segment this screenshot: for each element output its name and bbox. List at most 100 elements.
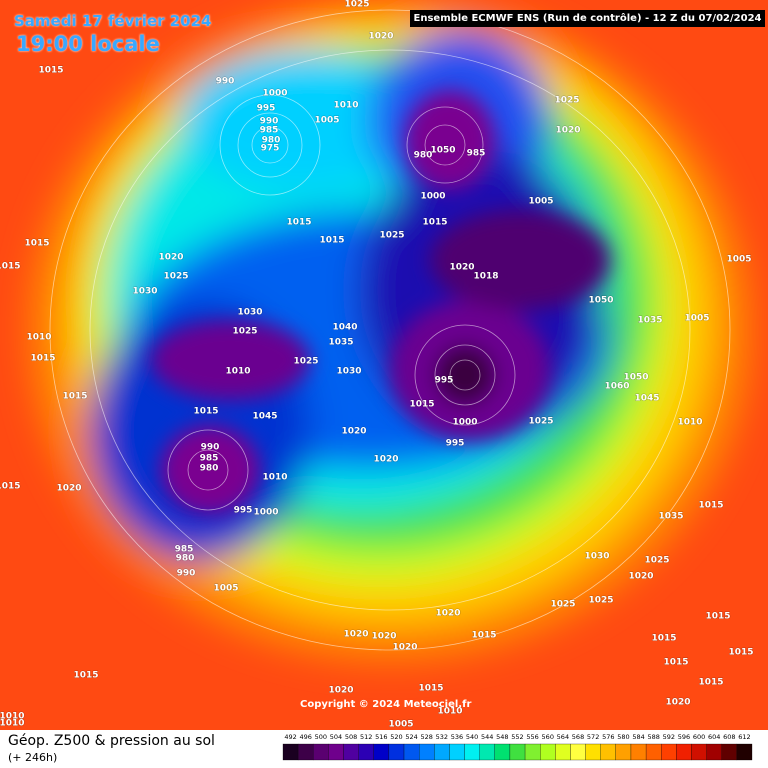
pressure-label: 1025 [293, 357, 318, 367]
low-cores [150, 90, 610, 515]
pressure-label: 1040 [332, 323, 357, 333]
pressure-label: 1015 [651, 634, 676, 644]
scale-swatch [282, 743, 299, 761]
pressure-label: 1050 [588, 296, 613, 306]
pressure-label: 1020 [343, 630, 368, 640]
scale-label: 612 [738, 733, 750, 741]
scale-swatch [691, 743, 707, 761]
run-header: Ensemble ECMWF ENS (Run de contrôle) - 1… [410, 10, 765, 27]
pressure-label: 990 [260, 117, 279, 127]
scale-swatch [388, 743, 405, 761]
pressure-label: 1020 [392, 643, 417, 653]
pressure-label: 1020 [341, 427, 366, 437]
scale-label: 576 [602, 733, 614, 741]
scale-swatch [343, 743, 359, 761]
pressure-label: 1015 [73, 671, 98, 681]
scale-swatch [434, 743, 450, 761]
scale-swatch [555, 743, 571, 761]
legend: Géop. Z500 & pression au sol (+ 246h) 49… [0, 730, 768, 768]
pressure-label: 1015 [471, 631, 496, 641]
scale-swatch [570, 743, 586, 761]
pressure-label: 1025 [550, 600, 575, 610]
scale-swatch [509, 743, 526, 761]
scale-swatch [615, 743, 632, 761]
pressure-label: 1025 [344, 0, 369, 10]
scale-label: 568 [572, 733, 584, 741]
scale-swatch [540, 743, 556, 761]
pressure-label: 1020 [449, 263, 474, 273]
scale-label: 556 [526, 733, 538, 741]
pressure-label: 995 [446, 439, 465, 449]
pressure-label: 1020 [373, 455, 398, 465]
pressure-label: 1015 [38, 66, 63, 76]
isobars [49, 9, 731, 651]
scale-label: 540 [466, 733, 478, 741]
pressure-label: 1015 [62, 392, 87, 402]
pressure-label: 1025 [528, 417, 553, 427]
pressure-label: 1020 [56, 484, 81, 494]
scale-swatch [736, 743, 753, 761]
pressure-label: 1025 [588, 596, 613, 606]
pressure-label: 1020 [328, 686, 353, 696]
pressure-label: 990 [201, 443, 220, 453]
scale-swatch [494, 743, 511, 761]
scale-swatch [706, 743, 722, 761]
pressure-label: 990 [177, 569, 196, 579]
pressure-label: 1030 [237, 308, 262, 318]
scale-label: 548 [496, 733, 508, 741]
pressure-label: 1005 [213, 584, 238, 594]
pressure-label: 1015 [409, 400, 434, 410]
scale-label: 532 [436, 733, 448, 741]
scale-swatch [645, 743, 662, 761]
pressure-label: 1025 [554, 96, 579, 106]
pressure-label: 980 [414, 151, 433, 161]
lead-time: (+ 246h) [8, 751, 58, 764]
scale-label: 596 [678, 733, 690, 741]
variable-label: Géop. Z500 & pression au sol [8, 733, 215, 749]
pressure-label: 1020 [555, 126, 580, 136]
pressure-label: 1020 [628, 572, 653, 582]
pressure-label: 1035 [637, 316, 662, 326]
pressure-label: 1005 [388, 720, 413, 730]
pressure-label: 1020 [665, 698, 690, 708]
pressure-label: 1020 [158, 253, 183, 263]
pressure-label: 1015 [705, 612, 730, 622]
pressure-label: 980 [200, 464, 219, 474]
pressure-label: 1015 [24, 239, 49, 249]
pressure-label: 1030 [336, 367, 361, 377]
scale-label: 504 [330, 733, 342, 741]
scale-label: 492 [284, 733, 296, 741]
scale-label: 516 [375, 733, 387, 741]
pressure-label: 1045 [252, 412, 277, 422]
scale-swatch [524, 743, 541, 761]
pressure-label: 1025 [379, 231, 404, 241]
scale-label: 536 [451, 733, 463, 741]
pressure-label: 995 [257, 104, 276, 114]
scale-swatch [600, 743, 616, 761]
pressure-label: 1005 [684, 314, 709, 324]
scale-label: 580 [617, 733, 629, 741]
pressure-label: 1000 [452, 418, 477, 428]
scale-swatch [373, 743, 390, 761]
pressure-label: 1010 [0, 712, 25, 722]
scale-swatch [464, 743, 480, 761]
pressure-label: 1030 [132, 287, 157, 297]
scale-label: 512 [360, 733, 372, 741]
scale-label: 592 [663, 733, 675, 741]
pressure-label: 1015 [698, 678, 723, 688]
pressure-label: 995 [435, 376, 454, 386]
pressure-label: 1000 [253, 508, 278, 518]
scale-swatch [449, 743, 465, 761]
scale-label: 544 [481, 733, 493, 741]
scale-swatch [661, 743, 677, 761]
pressure-label: 1005 [726, 255, 751, 265]
scale-swatch [676, 743, 692, 761]
pressure-label: 1010 [262, 473, 287, 483]
pressure-label: 1015 [319, 236, 344, 246]
pressure-label: 1015 [698, 501, 723, 511]
pressure-label: 1015 [422, 218, 447, 228]
scale-swatch [479, 743, 495, 761]
